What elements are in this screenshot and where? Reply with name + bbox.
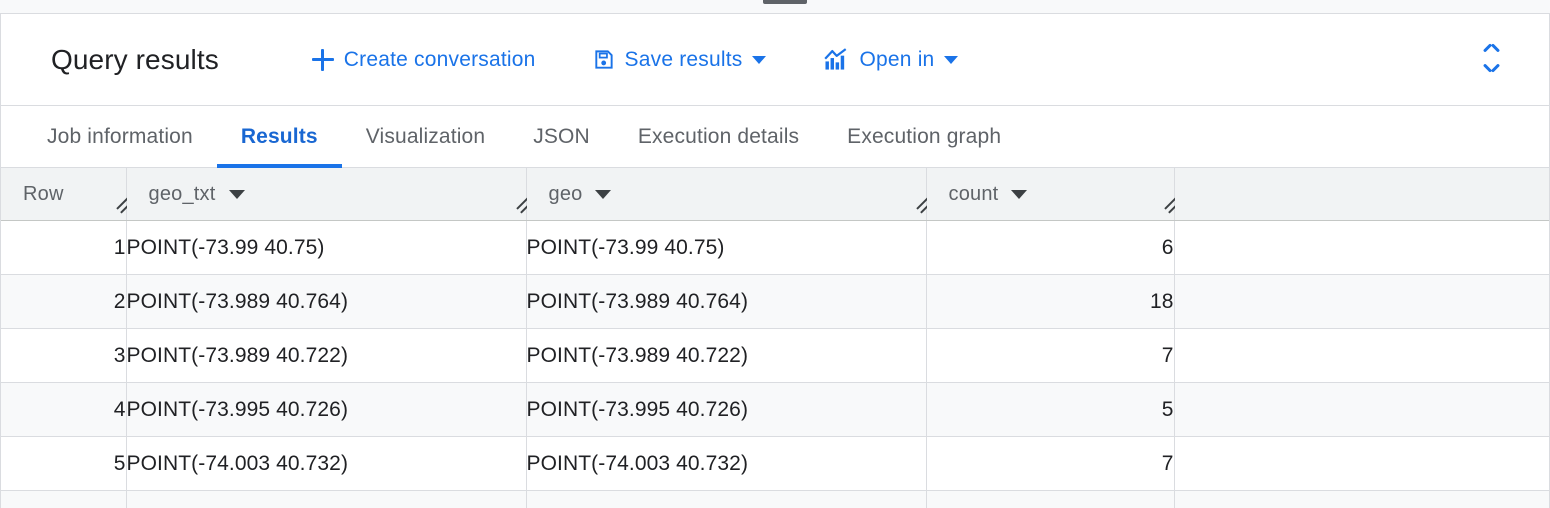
- cell-row-number: 3: [1, 328, 127, 383]
- create-conversation-button[interactable]: Create conversation: [301, 38, 547, 82]
- chevron-down-icon: [752, 55, 767, 64]
- tab-job-information[interactable]: Job information: [23, 106, 217, 167]
- panel-resize-handle[interactable]: [763, 0, 807, 4]
- table-row[interactable]: 6: [1, 490, 1549, 508]
- cell-row-number: 1: [1, 220, 127, 275]
- cell-count: 5: [926, 382, 1175, 437]
- column-header-geo-txt[interactable]: geo_txt: [126, 168, 529, 221]
- table-row[interactable]: 4 POINT(-73.995 40.726) POINT(-73.995 40…: [1, 382, 1549, 437]
- tab-execution-details[interactable]: Execution details: [614, 106, 823, 167]
- results-toolbar: Query results Create conversation: [1, 14, 1549, 106]
- cell-row-number: 6: [1, 490, 127, 508]
- table-row[interactable]: 3 POINT(-73.989 40.722) POINT(-73.989 40…: [1, 328, 1549, 383]
- table-body: 1 POINT(-73.99 40.75) POINT(-73.99 40.75…: [1, 220, 1549, 508]
- cell-geo: POINT(-73.989 40.764): [526, 274, 927, 329]
- cell-trailing: [1174, 490, 1549, 508]
- chevron-up-icon: [1484, 49, 1498, 57]
- column-resize-handle-count[interactable]: [1156, 196, 1177, 218]
- results-table: Row geo_txt: [1, 168, 1549, 508]
- cell-geo: POINT(-73.989 40.722): [526, 328, 927, 383]
- plus-icon: [311, 48, 334, 71]
- cell-geo-txt: POINT(-74.003 40.732): [126, 436, 527, 491]
- cell-trailing: [1174, 274, 1549, 329]
- table-row[interactable]: 1 POINT(-73.99 40.75) POINT(-73.99 40.75…: [1, 220, 1549, 275]
- open-in-button[interactable]: Open in: [813, 38, 969, 82]
- divider: [0, 13, 1550, 14]
- toolbar-actions: Create conversation Save results: [301, 38, 970, 82]
- table-header: Row geo_txt: [1, 168, 1549, 221]
- cell-geo: POINT(-73.995 40.726): [526, 382, 927, 437]
- cell-trailing: [1174, 436, 1549, 491]
- cell-count: 6: [926, 220, 1175, 275]
- column-header-row-label: Row: [23, 182, 64, 205]
- cell-row-number: 5: [1, 436, 127, 491]
- caret-down-icon[interactable]: [1011, 189, 1028, 199]
- cell-geo-txt: POINT(-73.989 40.722): [126, 328, 527, 383]
- cell-row-number: 2: [1, 274, 127, 329]
- results-table-container[interactable]: Row geo_txt: [1, 168, 1549, 508]
- cell-count: 7: [926, 328, 1175, 383]
- unfold-more-icon-button[interactable]: [1469, 38, 1513, 82]
- tab-execution-graph[interactable]: Execution graph: [823, 106, 1025, 167]
- caret-down-icon[interactable]: [595, 189, 612, 199]
- chevron-down-icon: [944, 55, 959, 64]
- column-header-geo[interactable]: geo: [526, 168, 929, 221]
- column-resize-handle-geo[interactable]: [908, 196, 929, 218]
- query-results-panel: Query results Create conversation: [0, 14, 1550, 508]
- cell-trailing: [1174, 328, 1549, 383]
- column-header-count[interactable]: count: [926, 168, 1177, 221]
- page-title: Query results: [51, 43, 219, 75]
- column-header-row[interactable]: Row: [1, 168, 129, 221]
- cell-geo-txt: POINT(-73.99 40.75): [126, 220, 527, 275]
- panel-splitter-strip: [0, 0, 1550, 14]
- chevron-down-icon: [1484, 62, 1498, 70]
- column-header-geo-txt-label: geo_txt: [148, 182, 216, 205]
- cell-trailing: [1174, 220, 1549, 275]
- save-disk-icon: [592, 48, 615, 71]
- cell-row-number: 4: [1, 382, 127, 437]
- cell-geo-txt: POINT(-73.995 40.726): [126, 382, 527, 437]
- table-row[interactable]: 2 POINT(-73.989 40.764) POINT(-73.989 40…: [1, 274, 1549, 329]
- tab-visualization[interactable]: Visualization: [342, 106, 509, 167]
- save-results-button[interactable]: Save results: [581, 38, 778, 82]
- column-resize-handle-geo-txt[interactable]: [508, 196, 529, 218]
- table-row[interactable]: 5 POINT(-74.003 40.732) POINT(-74.003 40…: [1, 436, 1549, 491]
- cell-geo: POINT(-73.99 40.75): [526, 220, 927, 275]
- save-results-label: Save results: [624, 47, 743, 71]
- cell-geo: [526, 490, 927, 508]
- bar-chart-icon: [824, 48, 849, 71]
- cell-geo-txt: POINT(-73.989 40.764): [126, 274, 527, 329]
- tab-json[interactable]: JSON: [509, 106, 614, 167]
- column-resize-handle-row[interactable]: [108, 196, 129, 218]
- results-tabs: Job information Results Visualization JS…: [1, 106, 1549, 168]
- cell-trailing: [1174, 382, 1549, 437]
- cell-geo: POINT(-74.003 40.732): [526, 436, 927, 491]
- open-in-label: Open in: [859, 47, 935, 71]
- tab-results[interactable]: Results: [216, 106, 342, 168]
- column-header-count-label: count: [948, 182, 999, 205]
- column-header-trailing: [1174, 168, 1549, 221]
- cell-count: 18: [926, 274, 1175, 329]
- create-conversation-label: Create conversation: [343, 47, 536, 71]
- table-header-row: Row geo_txt: [1, 168, 1549, 221]
- column-header-geo-label: geo: [548, 182, 583, 205]
- cell-count: 7: [926, 436, 1175, 491]
- caret-down-icon[interactable]: [228, 189, 245, 199]
- cell-geo-txt: [126, 490, 527, 508]
- cell-count: [926, 490, 1175, 508]
